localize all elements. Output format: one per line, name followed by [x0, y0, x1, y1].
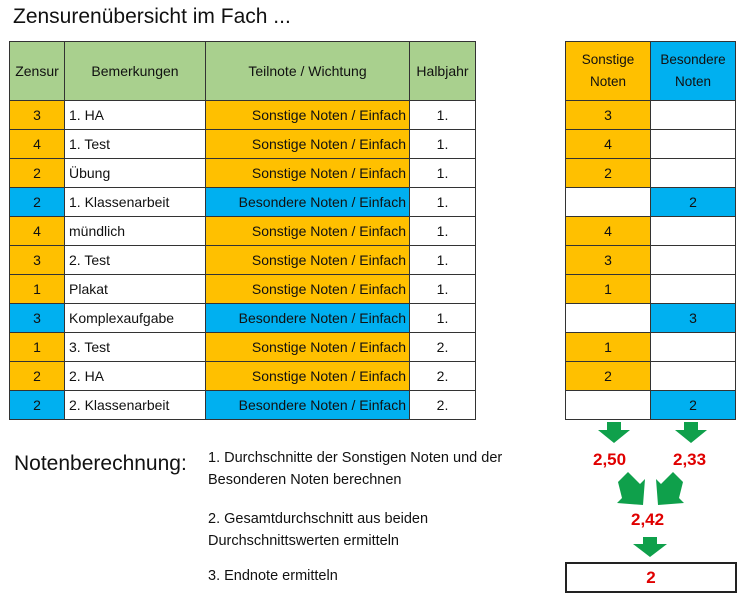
- halbjahr-cell: 1.: [409, 303, 476, 333]
- bemerkung-cell: Übung: [64, 158, 206, 188]
- step-2: 2. Gesamtdurchschnitt aus beiden Durchsc…: [208, 511, 429, 549]
- teilnote-cell: Besondere Noten / Einfach: [205, 187, 410, 217]
- besondere-cell: [650, 274, 736, 304]
- table-row: 4 mündlich Sonstige Noten / Einfach 1.: [9, 216, 476, 246]
- sonstige-cell: [565, 390, 651, 420]
- table-row: 3 Komplexaufgabe Besondere Noten / Einfa…: [9, 303, 476, 333]
- zensur-cell: 3: [9, 100, 65, 130]
- halbjahr-cell: 1.: [409, 245, 476, 275]
- besondere-cell: [650, 216, 736, 246]
- arrow-diagonal-icon: [656, 472, 684, 505]
- bemerkung-cell: Komplexaufgabe: [64, 303, 206, 333]
- teilnote-cell: Besondere Noten / Einfach: [205, 390, 410, 420]
- split-row: 2: [565, 158, 736, 188]
- split-row: 2: [565, 390, 736, 420]
- zensur-cell: 2: [9, 158, 65, 188]
- teilnote-cell: Sonstige Noten / Einfach: [205, 129, 410, 159]
- sonstige-cell: 2: [565, 361, 651, 391]
- split-row: 1: [565, 332, 736, 362]
- teilnote-cell: Sonstige Noten / Einfach: [205, 245, 410, 275]
- bemerkung-cell: 2. Test: [64, 245, 206, 275]
- bemerkung-cell: 1. Test: [64, 129, 206, 159]
- header-sonstige: Sonstige Noten: [565, 41, 651, 101]
- split-row: 4: [565, 129, 736, 159]
- bemerkung-cell: 2. Klassenarbeit: [64, 390, 206, 420]
- teilnote-cell: Sonstige Noten / Einfach: [205, 361, 410, 391]
- bemerkung-cell: 3. Test: [64, 332, 206, 362]
- teilnote-cell: Sonstige Noten / Einfach: [205, 274, 410, 304]
- zensur-cell: 1: [9, 274, 65, 304]
- table-row: 2 1. Klassenarbeit Besondere Noten / Ein…: [9, 187, 476, 217]
- besondere-cell: [650, 158, 736, 188]
- besondere-cell: [650, 361, 736, 391]
- halbjahr-cell: 1.: [409, 216, 476, 246]
- besondere-cell: [650, 129, 736, 159]
- bemerkung-cell: 1. HA: [64, 100, 206, 130]
- zensur-cell: 4: [9, 129, 65, 159]
- header-bemerkungen: Bemerkungen: [64, 41, 206, 101]
- halbjahr-cell: 2.: [409, 390, 476, 420]
- zensur-cell: 4: [9, 216, 65, 246]
- table-row: 1 Plakat Sonstige Noten / Einfach 1.: [9, 274, 476, 304]
- avg-total: 2,42: [631, 510, 665, 529]
- split-row: 2: [565, 187, 736, 217]
- table-row: 3 1. HA Sonstige Noten / Einfach 1.: [9, 100, 476, 130]
- sonstige-cell: 3: [565, 245, 651, 275]
- besondere-cell: 2: [650, 390, 736, 420]
- step-1: 1. Durchschnitte der Sonstigen Noten und…: [208, 450, 503, 488]
- besondere-cell: [650, 245, 736, 275]
- halbjahr-cell: 1.: [409, 274, 476, 304]
- sonstige-cell: 1: [565, 332, 651, 362]
- sonstige-cell: 3: [565, 100, 651, 130]
- sonstige-cell: 4: [565, 216, 651, 246]
- page-title: Zensurenübersicht im Fach ...: [13, 5, 291, 28]
- bemerkung-cell: 1. Klassenarbeit: [64, 187, 206, 217]
- bemerkung-cell: mündlich: [64, 216, 206, 246]
- bemerkung-cell: Plakat: [64, 274, 206, 304]
- avg-sonstige: 2,50: [593, 450, 627, 469]
- zensur-cell: 2: [9, 390, 65, 420]
- sonstige-cell: 4: [565, 129, 651, 159]
- table-row: 2 2. HA Sonstige Noten / Einfach 2.: [9, 361, 476, 391]
- split-row: 1: [565, 274, 736, 304]
- teilnote-cell: Sonstige Noten / Einfach: [205, 158, 410, 188]
- table-row: 2 2. Klassenarbeit Besondere Noten / Ein…: [9, 390, 476, 420]
- sonstige-cell: 1: [565, 274, 651, 304]
- split-row: 3: [565, 100, 736, 130]
- table-row: 3 2. Test Sonstige Noten / Einfach 1.: [9, 245, 476, 275]
- arrow-diagonal-icon: [617, 472, 645, 505]
- step-3: 3. Endnote ermitteln: [208, 568, 338, 584]
- avg-besondere: 2,33: [673, 450, 707, 469]
- teilnote-cell: Besondere Noten / Einfach: [205, 303, 410, 333]
- table-row: 4 1. Test Sonstige Noten / Einfach 1.: [9, 129, 476, 159]
- teilnote-cell: Sonstige Noten / Einfach: [205, 216, 410, 246]
- table-row: 2 Übung Sonstige Noten / Einfach 1.: [9, 158, 476, 188]
- arrow-down-icon: [675, 422, 707, 443]
- split-row: 2: [565, 361, 736, 391]
- teilnote-cell: Sonstige Noten / Einfach: [205, 332, 410, 362]
- sonstige-cell: 2: [565, 158, 651, 188]
- header-teilnote: Teilnote / Wichtung: [205, 41, 410, 101]
- split-row: 4: [565, 216, 736, 246]
- arrow-down-icon: [633, 537, 667, 557]
- arrow-down-icon: [598, 422, 630, 443]
- besondere-cell: 2: [650, 187, 736, 217]
- split-row: 3: [565, 245, 736, 275]
- halbjahr-cell: 1.: [409, 129, 476, 159]
- header-halbjahr: Halbjahr: [409, 41, 476, 101]
- grades-table: Zensur Bemerkungen Teilnote / Wichtung H…: [9, 41, 476, 420]
- calc-heading: Notenberechnung:: [14, 452, 187, 475]
- final-grade: 2: [565, 562, 737, 593]
- teilnote-cell: Sonstige Noten / Einfach: [205, 100, 410, 130]
